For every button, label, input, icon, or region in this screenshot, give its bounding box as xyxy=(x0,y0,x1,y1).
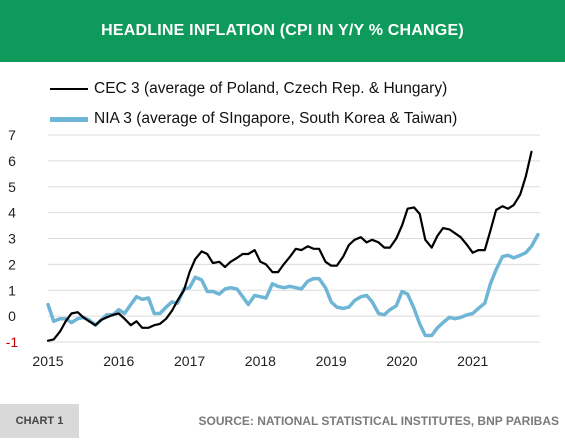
legend-item-nia3: NIA 3 (average of SIngapore, South Korea… xyxy=(50,104,457,134)
x-tick-label: 2020 xyxy=(386,353,417,369)
legend-label-nia3: NIA 3 (average of SIngapore, South Korea… xyxy=(94,110,458,127)
y-tick-label: 4 xyxy=(8,205,16,221)
y-tick-label: 6 xyxy=(8,153,16,169)
y-tick-label: 2 xyxy=(8,256,16,272)
chart-number-label: CHART 1 xyxy=(0,404,79,438)
y-tick-label: 7 xyxy=(8,127,16,143)
y-tick-label: 1 xyxy=(8,282,16,298)
x-tick-label: 2018 xyxy=(245,353,276,369)
chart-title: HEADLINE INFLATION (CPI IN Y/Y % CHANGE) xyxy=(101,22,464,39)
x-tick-label: 2015 xyxy=(32,353,63,369)
chart-header: HEADLINE INFLATION (CPI IN Y/Y % CHANGE) xyxy=(0,0,565,62)
y-tick-label: 3 xyxy=(8,231,16,247)
legend-item-cec3: CEC 3 (average of Poland, Czech Rep. & H… xyxy=(50,74,457,104)
source-note: SOURCE: NATIONAL STATISTICAL INSTITUTES,… xyxy=(198,414,559,428)
x-tick-label: 2021 xyxy=(457,353,488,369)
y-tick-label: 0 xyxy=(8,308,16,324)
chart-legend: CEC 3 (average of Poland, Czech Rep. & H… xyxy=(50,74,457,134)
x-tick-label: 2019 xyxy=(316,353,347,369)
x-tick-label: 2017 xyxy=(174,353,205,369)
series-line-cec3 xyxy=(46,150,533,342)
y-tick-label: 5 xyxy=(8,179,16,195)
y-tick-label: -1 xyxy=(6,334,19,350)
legend-swatch-cec3 xyxy=(50,88,88,90)
legend-label-cec3: CEC 3 (average of Poland, Czech Rep. & H… xyxy=(94,80,448,97)
legend-swatch-nia3 xyxy=(50,116,88,122)
series-line-nia3 xyxy=(46,232,540,338)
x-tick-label: 2016 xyxy=(103,353,134,369)
